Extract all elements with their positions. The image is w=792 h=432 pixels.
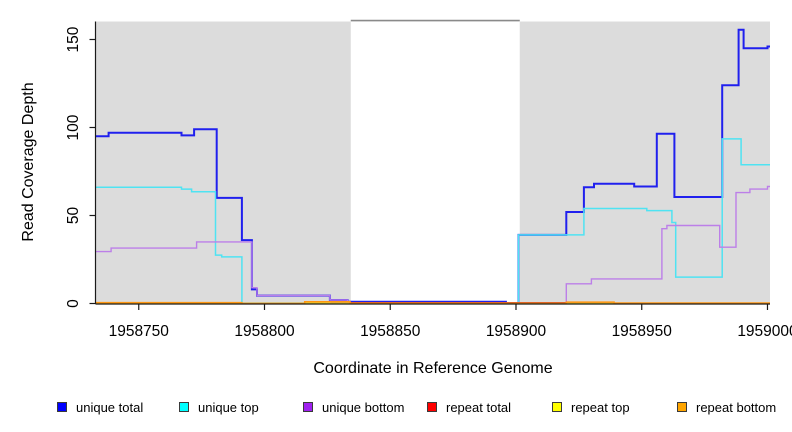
y-tick-label: 100 xyxy=(65,114,82,140)
y-tick-label: 150 xyxy=(65,26,82,52)
y-tick-label: 0 xyxy=(65,299,82,308)
series-line-repeat-bottom xyxy=(96,300,770,305)
x-tick-label: 1958950 xyxy=(612,323,673,340)
shaded-region-right xyxy=(519,21,770,304)
x-tick-label: 1958750 xyxy=(109,323,170,340)
repeat-bottom-swatch xyxy=(677,402,687,412)
x-axis-title: Coordinate in Reference Genome xyxy=(313,360,553,377)
unique-total-swatch xyxy=(57,402,67,412)
repeat-top-swatch xyxy=(552,402,562,412)
x-tick-label: 1958800 xyxy=(234,323,295,340)
legend-label: repeat top xyxy=(571,399,630,415)
legend-label: repeat bottom xyxy=(696,399,777,415)
legend-label: unique total xyxy=(76,399,144,415)
x-tick-label: 1959000 xyxy=(737,323,792,340)
coverage-step-lines xyxy=(96,28,770,305)
series-line-unique-bottom xyxy=(96,185,770,304)
legend-item-repeat-bottom: repeat bottom xyxy=(677,399,777,415)
unique-top-swatch xyxy=(179,402,189,412)
legend-item-unique-top: unique top xyxy=(179,399,259,415)
x-tick-labels: 1958750 1958800 1958850 1958900 1958950 19590… xyxy=(109,323,792,340)
shaded-background-regions xyxy=(96,21,770,304)
legend-item-repeat-top: repeat top xyxy=(552,399,630,415)
repeat-total-swatch xyxy=(427,402,437,412)
x-tick-label: 1958850 xyxy=(360,323,421,340)
legend-label: unique bottom xyxy=(322,399,405,415)
y-axis-title: Read Coverage Depth xyxy=(20,82,37,242)
legend-item-unique-total: unique total xyxy=(57,399,144,415)
y-tick-label: 50 xyxy=(65,207,82,225)
legend-item-repeat-total: repeat total xyxy=(427,399,512,415)
legend-label: repeat total xyxy=(446,399,512,415)
legend-label: unique top xyxy=(198,399,259,415)
shaded-region-left xyxy=(96,21,351,304)
legend-item-unique-bottom: unique bottom xyxy=(303,399,405,415)
axes xyxy=(89,21,770,310)
series-line-unique-top xyxy=(96,138,770,304)
y-tick-labels: 0 50 100 150 xyxy=(65,26,82,308)
unique-bottom-swatch xyxy=(303,402,313,412)
x-tick-label: 1958900 xyxy=(486,323,547,340)
